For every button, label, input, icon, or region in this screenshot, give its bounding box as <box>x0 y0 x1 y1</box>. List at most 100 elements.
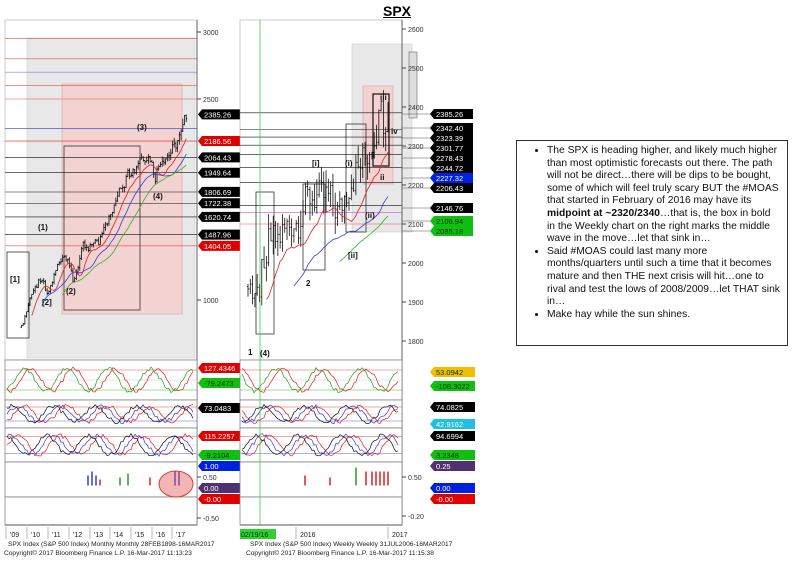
wave-label: iv <box>391 127 398 136</box>
indicator-label-tag <box>430 450 475 460</box>
wave-box <box>345 123 367 233</box>
price-label: 1806.69 <box>204 188 231 197</box>
price-label: 2323.39 <box>436 134 463 143</box>
price-label: 2064.43 <box>204 153 231 162</box>
wave-box <box>63 145 141 311</box>
wave-label: [i] <box>312 159 320 168</box>
indicator-tick-label: 0.50 <box>408 475 422 482</box>
indicator-line <box>6 404 194 425</box>
price-label: 2342.40 <box>436 124 463 133</box>
page-title: SPX <box>383 3 412 19</box>
x-tick-label: '09 <box>10 532 19 539</box>
indicator-label: 127.4346 <box>204 364 235 373</box>
bullet-text-end: …that is, the box in bold in the Weekly … <box>547 207 771 245</box>
moving-average-line <box>266 151 389 300</box>
price-label: 1722.38 <box>204 199 231 208</box>
y-tick-label: 1000 <box>203 298 219 305</box>
wave-label: (2) <box>66 287 76 296</box>
price-label-tag <box>430 143 473 153</box>
indicator-label: 0.25 <box>436 462 451 471</box>
wave-label: (1) <box>38 223 48 232</box>
wave-label: (4) <box>153 192 163 201</box>
y-tick-label: 1900 <box>408 300 424 307</box>
moving-average-line <box>339 215 389 262</box>
right-caption-1: SPX Index (S&P 500 Index) Weekly Weekly … <box>250 541 453 548</box>
wave-box <box>6 251 30 339</box>
price-label-tag <box>198 186 241 197</box>
price-label: 2385.26 <box>436 110 463 119</box>
y-tick-label: 2000 <box>408 261 424 268</box>
indicator-line <box>6 403 194 425</box>
wave-label: 1 <box>248 348 253 357</box>
bullet-1: The SPX is heading higher, and likely mu… <box>547 145 781 246</box>
indicator-label-tag <box>198 461 243 471</box>
bullet-text: The SPX is heading higher, and likely mu… <box>547 145 779 207</box>
wave-label: (4) <box>260 349 270 358</box>
date-marker-label: 02/19/16 <box>241 532 268 539</box>
wave-box <box>408 51 418 119</box>
indicator-label-tag <box>430 402 475 412</box>
y-tick-label: 2100 <box>408 222 424 229</box>
price-label-tag <box>430 153 473 163</box>
price-label: 2085.18 <box>436 227 463 236</box>
x-tick-label: '11 <box>52 532 61 539</box>
bullet-bold-text: midpoint at ~2320/2340 <box>547 207 661 219</box>
indicator-line <box>241 434 399 457</box>
bullet-text: Said #MOAS could last many more months/q… <box>547 245 780 308</box>
indicator-label-tag <box>430 461 475 471</box>
indicator-label: -0.00 <box>436 495 453 504</box>
indicator-label-tag <box>430 494 475 504</box>
moving-average-line <box>41 153 187 306</box>
price-label: 1487.96 <box>204 231 231 240</box>
x-tick-label: '15 <box>135 532 144 539</box>
wave-box <box>255 191 275 335</box>
indicator-label-tag <box>430 483 475 493</box>
price-label-tag <box>198 211 241 222</box>
indicator-panel <box>4 496 198 526</box>
price-label: 2146.76 <box>436 204 463 213</box>
date-marker-tag <box>240 529 276 539</box>
left-caption-2: Copyright© 2017 Bloomberg Finance L.P. 1… <box>4 550 192 557</box>
price-label: 2227.32 <box>436 174 463 183</box>
indicator-label: 73.0483 <box>204 404 231 413</box>
indicator-line <box>6 366 194 394</box>
indicator-panel <box>239 496 403 526</box>
indicator-label: 0.00 <box>204 484 219 493</box>
indicator-label: 0.00 <box>436 484 451 493</box>
y-tick-label: 2600 <box>408 27 424 34</box>
indicator-label: -9.2104 <box>204 451 229 460</box>
indicator-label: 94.6994 <box>436 432 463 441</box>
price-label-tag <box>430 216 473 226</box>
indicator-label-tag <box>430 381 475 391</box>
wave-label: 2 <box>306 279 311 288</box>
indicator-line <box>241 404 399 424</box>
left-caption-1: SPX Index (S&P 500 Index) Monthly Monthl… <box>8 541 215 548</box>
indicator-line <box>6 432 194 457</box>
indicator-label-tag <box>198 363 243 373</box>
price-label: 1949.64 <box>204 169 231 178</box>
bullet-3: Make hay while the sun shines. <box>547 309 781 322</box>
indicator-line <box>6 404 194 424</box>
x-tick-label: '16 <box>156 532 165 539</box>
wave-label: (i) <box>345 159 353 168</box>
price-label: 1404.05 <box>204 242 231 251</box>
y-tick-label: 1800 <box>408 339 424 346</box>
price-label-tag <box>198 167 241 178</box>
price-label-tag <box>198 109 241 120</box>
price-label-tag <box>198 240 241 251</box>
price-label: 2186.56 <box>204 137 231 146</box>
indicator-panel <box>239 461 403 498</box>
price-label-tag <box>430 183 473 193</box>
price-label-tag <box>198 152 241 163</box>
price-label: 2206.43 <box>436 184 463 193</box>
wave-label: (3) <box>137 123 147 132</box>
indicator-label: -79.2473 <box>204 379 234 388</box>
moving-average-line <box>293 196 389 287</box>
indicator-label: -0.00 <box>204 495 221 504</box>
price-label-tag <box>430 123 473 133</box>
moving-average-line <box>62 164 187 296</box>
x-tick-label: '17 <box>176 532 185 539</box>
price-label: 2244.72 <box>436 164 463 173</box>
price-label-tag <box>430 173 473 183</box>
indicator-label: -108.3022 <box>436 382 470 391</box>
